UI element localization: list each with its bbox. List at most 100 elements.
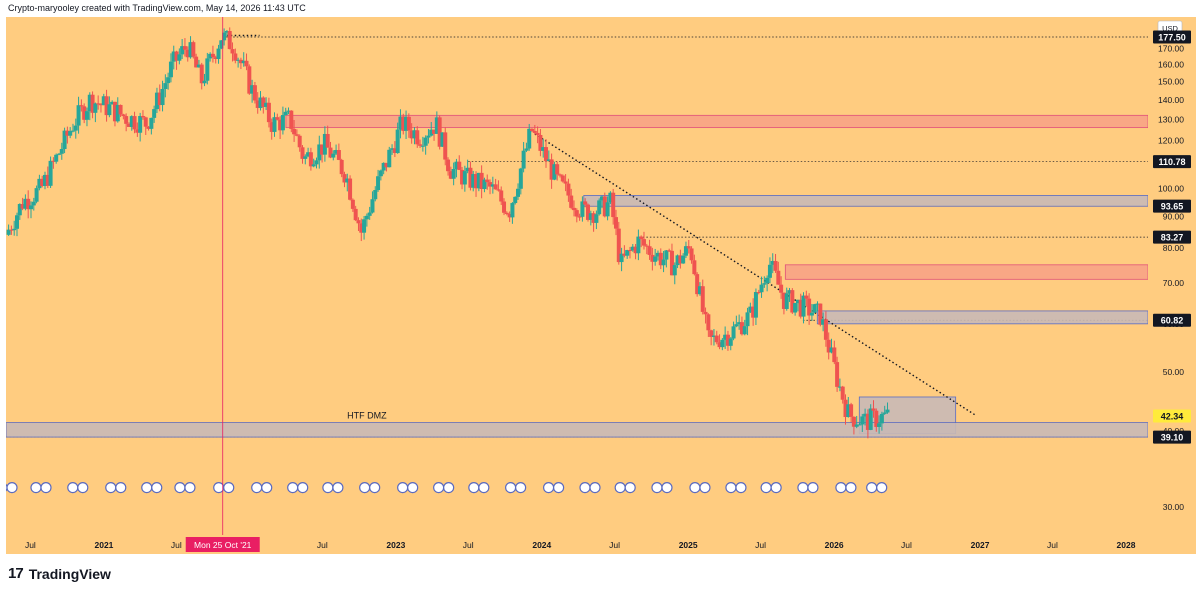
candle-body [655,252,660,257]
candle-body [479,172,484,190]
price-label-box [1153,199,1191,213]
earnings-icon [624,482,636,494]
earnings-icon [876,482,888,494]
candle-body [26,198,31,210]
earnings-icon [478,482,490,494]
price-tick-label: 30.00 [1163,502,1185,512]
candle-body [336,150,341,160]
candle-body [507,213,512,218]
crosshair-date-label: Mon 25 Oct '21 [194,540,252,550]
candle-body [482,179,487,190]
candle-body [549,159,554,180]
candle-body [219,40,224,49]
candle-body [860,416,865,425]
time-tick-label: Jul [317,540,328,550]
candle-body [440,132,445,147]
candle-body [434,117,439,134]
candle-body [250,85,255,94]
dividend-icon [505,482,517,494]
candle-body [812,304,817,313]
candle-body [468,167,473,188]
price-label-value: 110.78 [1158,157,1185,167]
time-tick-label: Jul [1047,540,1058,550]
support-zone [6,422,1149,438]
dividend-icon [543,482,555,494]
price-label-value: 83.27 [1161,233,1184,243]
price-tick-label: 50.00 [1163,367,1185,377]
candle-body [236,59,241,61]
event-marker [141,482,163,494]
candle-body [725,334,730,346]
event-marker [322,482,344,494]
candle-body [446,159,451,172]
earnings-icon [661,482,673,494]
candle-body [233,53,238,61]
candle-body [502,201,507,213]
candle-body [437,117,442,147]
price-label-box [1153,30,1191,44]
candle-body [387,149,392,168]
candle-body [107,104,112,116]
candle-body [885,409,890,413]
candle-body [563,181,568,184]
candle-body [826,339,831,353]
candle-body [616,228,621,263]
candle-body [653,256,658,262]
price-label-value: 177.50 [1158,32,1186,42]
candle-body [854,424,859,427]
candle-body [795,299,800,304]
candle-body [230,49,235,54]
candle-body [613,217,618,229]
candle-body [594,214,599,223]
price-tick-label: 100.00 [1158,184,1184,194]
candle-body [709,330,714,337]
time-tick-label: 2025 [679,540,698,550]
candle-body [188,42,193,58]
candle-body [325,133,330,148]
event-marker [689,482,711,494]
price-label-value: 42.34 [1161,412,1184,422]
candle-body [314,160,319,165]
candle-body [773,260,778,271]
candle-body [174,51,179,61]
candle-body [745,312,750,327]
price-tick-label: 150.00 [1158,77,1184,87]
candle-body [692,260,697,275]
candle-body [303,156,308,159]
candle-body [129,116,134,127]
candle-body [641,239,646,246]
candle-body [877,423,882,427]
chart-area[interactable]: HTF DMZ 30.0040.0050.0060.0070.0080.0090… [6,17,1196,554]
event-marker [67,482,89,494]
candle-body [454,161,459,170]
candle-body [118,104,123,115]
dividend-icon [835,482,847,494]
candle-body [426,135,431,138]
earnings-icon [735,482,747,494]
dividend-icon [760,482,772,494]
time-tick-label: Jul [25,540,36,550]
earnings-icon [40,482,52,494]
candle-body [202,80,207,84]
candle-body [734,324,739,327]
candle-body [686,246,691,249]
event-marker [614,482,636,494]
candle-body [423,137,428,146]
dividend-icon [322,482,334,494]
candle-body [703,311,708,315]
price-label-value: 60.82 [1161,316,1184,326]
candle-body [317,144,322,161]
candle-body [412,130,417,139]
earnings-icon [369,482,381,494]
candle-body [577,216,582,218]
candle-body [65,130,70,136]
candle-body [823,319,828,340]
price-label-box [1153,430,1191,444]
candle-body [793,303,798,313]
candle-body [266,102,271,123]
time-tick-label: Jul [755,540,766,550]
candle-body [457,161,462,170]
candle-body [87,94,92,112]
candlestick-chart[interactable]: HTF DMZ 30.0040.0050.0060.0070.0080.0090… [6,17,1196,554]
price-tick-label: 90.00 [1163,212,1185,222]
